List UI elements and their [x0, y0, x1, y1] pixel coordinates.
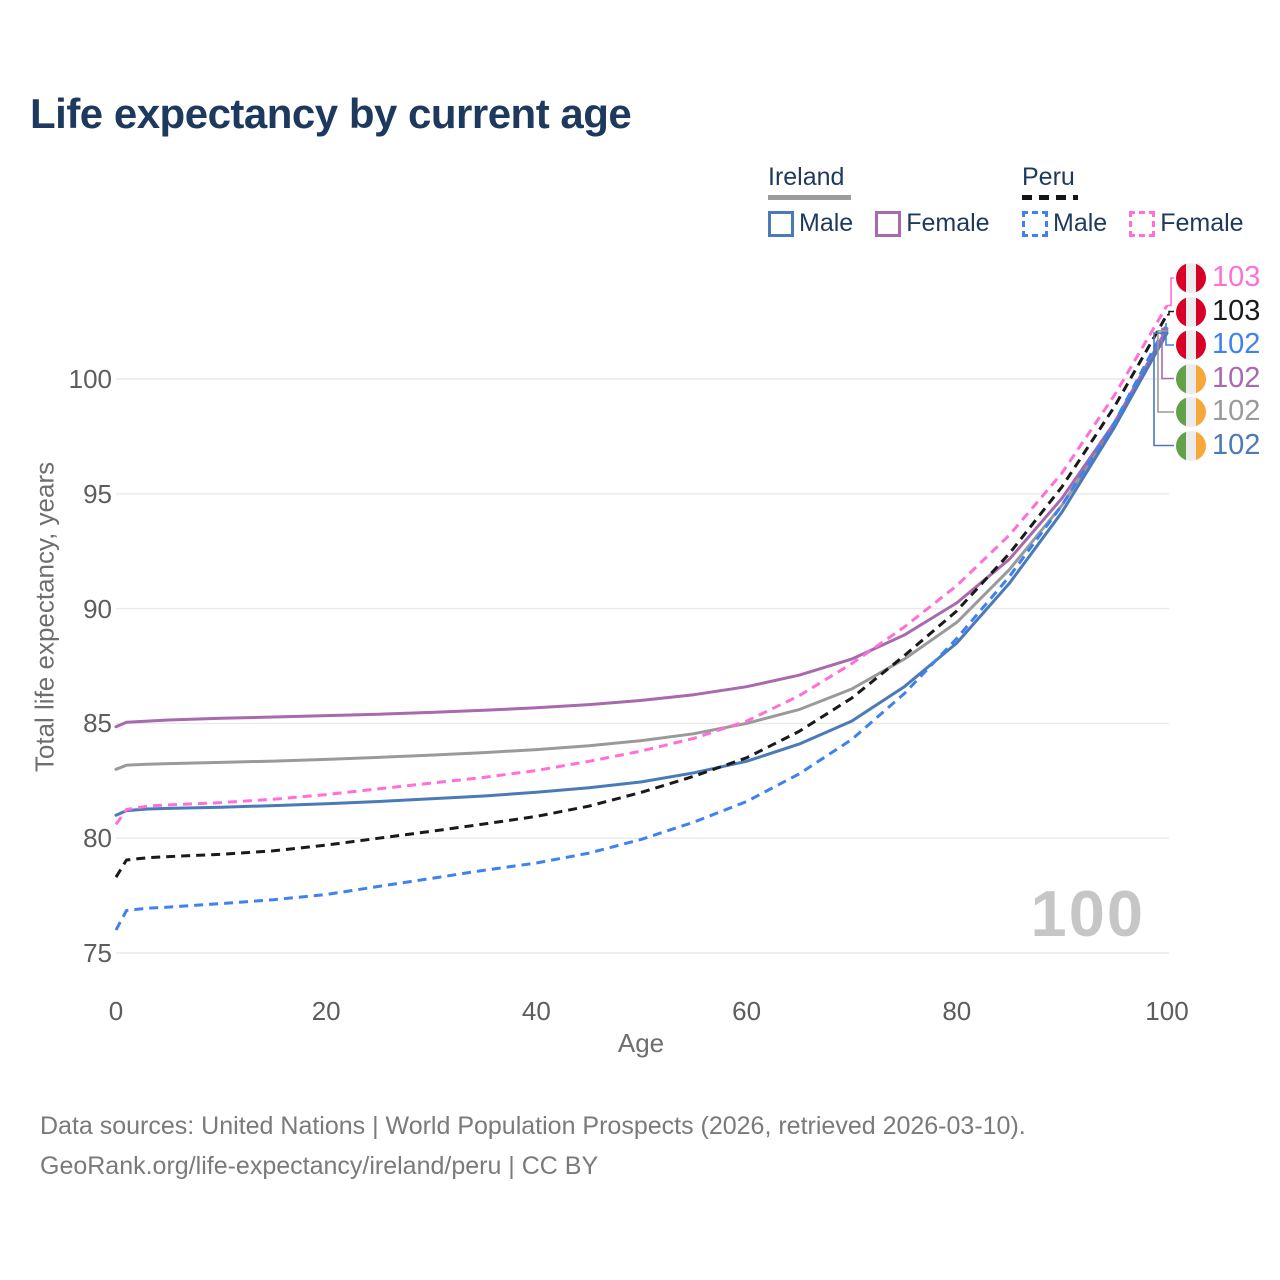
- y-tick-label: 80: [83, 823, 112, 854]
- ireland-female-swatch-icon: [875, 210, 902, 237]
- x-tick-label: 60: [732, 996, 762, 1026]
- series-line-peru_total[interactable]: [114, 313, 1169, 878]
- legend-country-ireland[interactable]: Ireland: [768, 163, 990, 200]
- y-tick-label: 95: [83, 478, 112, 509]
- peru-female-swatch-icon: [1129, 210, 1156, 237]
- series-line-ireland_total[interactable]: [114, 329, 1169, 771]
- data-sources-line: Data sources: United Nations | World Pop…: [40, 1112, 1026, 1140]
- leader-line: [1157, 330, 1174, 413]
- end-value-label: 102: [1212, 428, 1261, 461]
- y-axis-title: Total life expectancy, years: [29, 461, 60, 773]
- x-tick-label: 40: [521, 996, 551, 1026]
- x-tick-label: 80: [942, 996, 972, 1026]
- y-tick-label: 75: [83, 938, 112, 968]
- legend-item-peru-male[interactable]: Male: [1022, 209, 1107, 238]
- legend-group-peru: Peru Male Female: [1022, 163, 1244, 238]
- x-tick-label: 20: [311, 996, 341, 1026]
- ireland-solid-line-swatch: [768, 195, 851, 200]
- ireland-flag-icon: [1176, 363, 1206, 394]
- y-tick-label: 100: [68, 364, 112, 394]
- ireland-male-swatch-icon: [768, 210, 794, 237]
- series-line-peru_male[interactable]: [114, 323, 1169, 931]
- y-tick-label: 90: [83, 593, 112, 624]
- legend-item-label: Male: [1053, 209, 1108, 237]
- ireland-flag-icon: [1176, 397, 1206, 427]
- legend-country-label: Ireland: [768, 163, 845, 191]
- series-line-peru_female[interactable]: [114, 304, 1169, 826]
- series-line-ireland_female[interactable]: [114, 327, 1169, 729]
- x-tick-label: 100: [1145, 996, 1189, 1026]
- peru-flag-icon: [1176, 263, 1206, 293]
- legend-country-peru[interactable]: Peru: [1022, 163, 1244, 200]
- peru-flag-icon: [1176, 330, 1206, 360]
- x-axis-title: Age: [617, 1028, 665, 1058]
- peru-flag-icon: [1176, 296, 1206, 327]
- legend-item-ireland-female[interactable]: Female: [875, 209, 990, 238]
- end-value-label: 102: [1212, 395, 1261, 427]
- legend-item-label: Female: [1160, 209, 1244, 237]
- end-value-label: 103: [1212, 261, 1261, 293]
- leader-line: [1167, 277, 1174, 307]
- legend-group-ireland: Ireland Male Female: [768, 163, 990, 238]
- footer: Data sources: United Nations | World Pop…: [40, 1106, 1026, 1186]
- series-line-ireland_male[interactable]: [114, 331, 1169, 817]
- hovered-age-readout: 100: [1030, 877, 1145, 950]
- leader-line: [1153, 332, 1174, 447]
- leader-line: [1167, 310, 1174, 316]
- legend-item-ireland-male[interactable]: Male: [768, 209, 853, 238]
- peru-male-swatch-icon: [1022, 210, 1048, 237]
- legend-item-label: Male: [799, 209, 854, 237]
- x-tick-label: 0: [108, 996, 124, 1026]
- end-value-label: 102: [1212, 361, 1261, 394]
- legend-item-label: Female: [906, 209, 990, 237]
- leader-line: [1161, 327, 1174, 380]
- end-value-label: 102: [1212, 328, 1261, 360]
- attribution-line: GeoRank.org/life-expectancy/ireland/peru…: [40, 1152, 599, 1180]
- y-tick-label: 85: [83, 708, 112, 739]
- ireland-flag-icon: [1176, 430, 1206, 461]
- page-title: Life expectancy by current age: [30, 90, 632, 137]
- peru-dashed-line-swatch: [1022, 195, 1078, 200]
- legend-country-label: Peru: [1022, 163, 1075, 191]
- leader-line: [1165, 323, 1174, 346]
- legend-item-peru-female[interactable]: Female: [1129, 209, 1244, 238]
- end-value-label: 103: [1212, 294, 1261, 327]
